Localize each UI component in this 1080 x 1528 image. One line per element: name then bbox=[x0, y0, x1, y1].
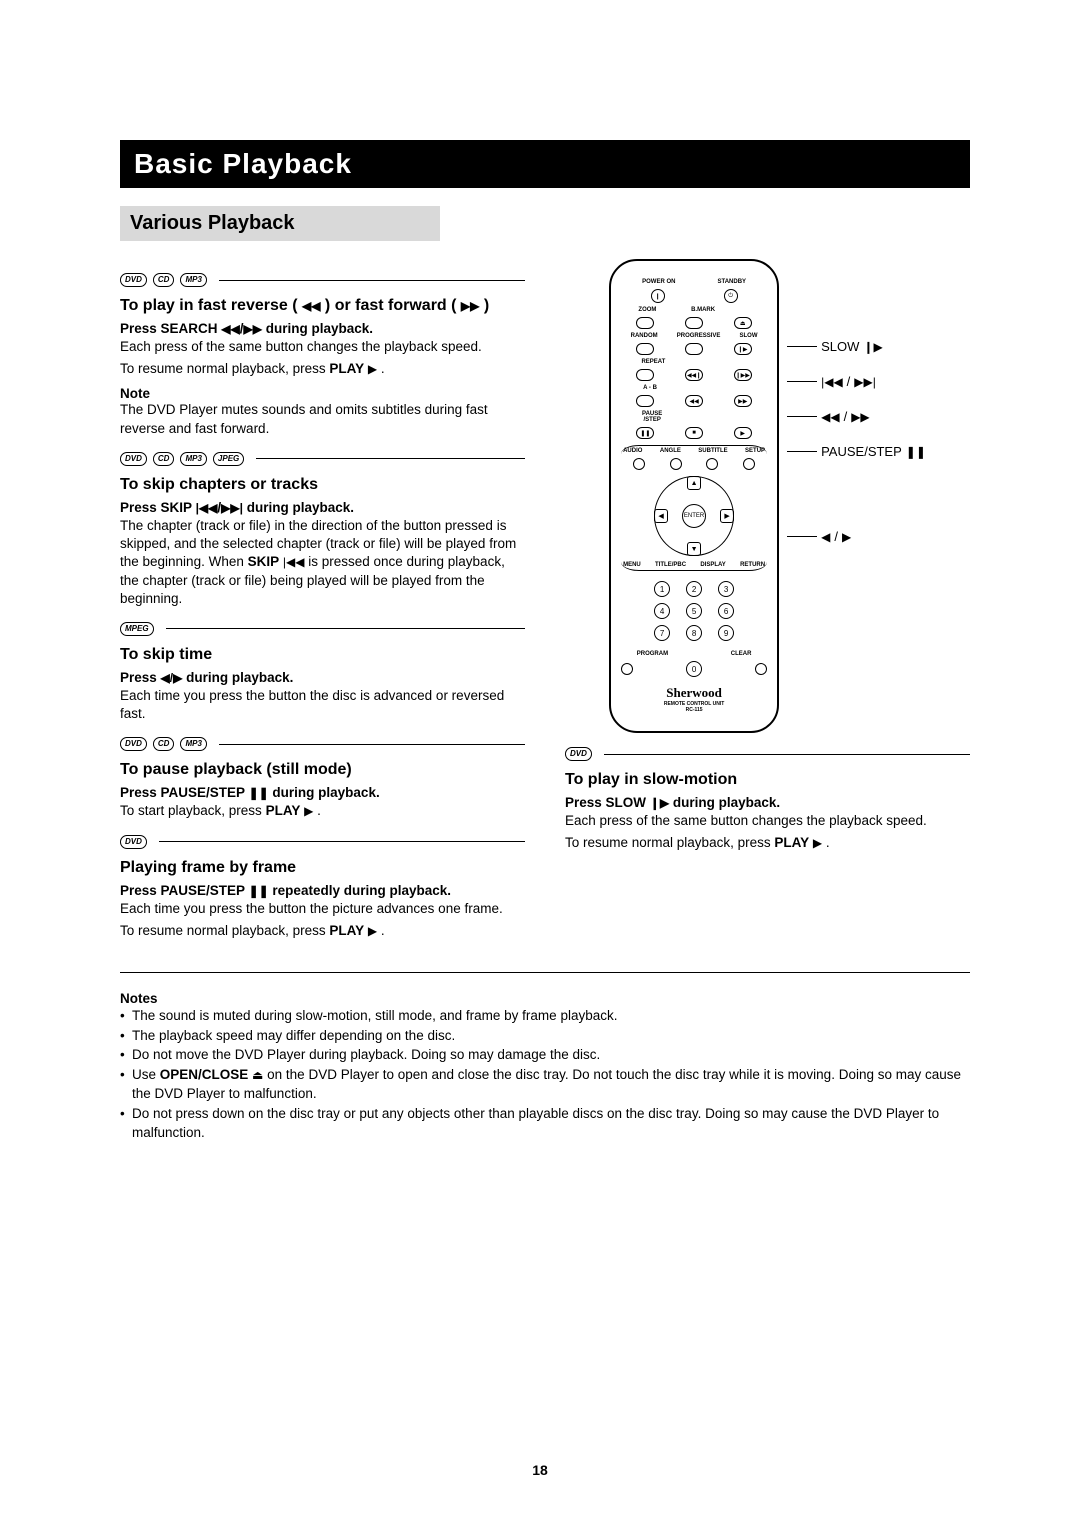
notes-heading: Notes bbox=[120, 991, 970, 1006]
right-column: POWER ONSTANDBY ❙⏻ ZOOMB.MARK ⏏ RANDOMPR… bbox=[565, 259, 970, 944]
page-number: 18 bbox=[532, 1462, 548, 1478]
format-badge: MP3 bbox=[180, 452, 206, 466]
note-item: The playback speed may differ depending … bbox=[120, 1026, 970, 1046]
format-badge: DVD bbox=[120, 273, 147, 287]
heading-slow-motion: To play in slow-motion bbox=[565, 771, 970, 789]
instruction: Press ◀/▶ during playback. bbox=[120, 670, 525, 685]
instruction: Press PAUSE/STEP ❚❚ repeatedly during pl… bbox=[120, 883, 525, 898]
body-text: The chapter (track or file) in the direc… bbox=[120, 517, 525, 608]
format-badges: DVD CD MP3 bbox=[120, 737, 525, 751]
remote-diagram: POWER ONSTANDBY ❙⏻ ZOOMB.MARK ⏏ RANDOMPR… bbox=[609, 259, 779, 733]
note-heading: Note bbox=[120, 386, 525, 401]
body-text: To start playback, press PLAY ▶ . bbox=[120, 802, 525, 820]
page-title: Basic Playback bbox=[120, 140, 970, 188]
format-badge: JPEG bbox=[213, 452, 244, 466]
format-badge: CD bbox=[153, 452, 175, 466]
format-badge: MPEG bbox=[120, 622, 154, 636]
format-badges: DVD CD MP3 JPEG bbox=[120, 452, 525, 466]
format-badge: CD bbox=[153, 273, 175, 287]
format-badge: DVD bbox=[120, 452, 147, 466]
instruction: Press SEARCH ◀◀/▶▶ during playback. bbox=[120, 321, 525, 336]
remote-numpad: 1 2 3 4 5 6 7 8 9 bbox=[649, 581, 739, 641]
instruction: Press SLOW ❙▶ during playback. bbox=[565, 795, 970, 810]
format-badge: MP3 bbox=[180, 737, 206, 751]
format-badges: DVD bbox=[565, 747, 970, 761]
instruction: Press SKIP |◀◀/▶▶| during playback. bbox=[120, 500, 525, 515]
format-badge: MP3 bbox=[180, 273, 206, 287]
note-item: The sound is muted during slow-motion, s… bbox=[120, 1006, 970, 1026]
format-badge: DVD bbox=[565, 747, 592, 761]
body-text: Each press of the same button changes th… bbox=[565, 812, 970, 830]
instruction: Press PAUSE/STEP ❚❚ during playback. bbox=[120, 785, 525, 800]
remote-model: REMOTE CONTROL UNIT RC-115 bbox=[621, 701, 767, 713]
format-badges: DVD CD MP3 bbox=[120, 273, 525, 287]
heading-frame: Playing frame by frame bbox=[120, 859, 525, 877]
heading-fast-reverse: To play in fast reverse ( ◀◀ ) or fast f… bbox=[120, 297, 525, 315]
format-badge: DVD bbox=[120, 835, 147, 849]
heading-pause: To pause playback (still mode) bbox=[120, 761, 525, 779]
format-badges: MPEG bbox=[120, 622, 525, 636]
body-text: Each time you press the button the disc … bbox=[120, 687, 525, 723]
format-badge: CD bbox=[153, 737, 175, 751]
body-text: Each press of the same button changes th… bbox=[120, 338, 525, 356]
note-body: The DVD Player mutes sounds and omits su… bbox=[120, 401, 525, 437]
left-column: DVD CD MP3 To play in fast reverse ( ◀◀ … bbox=[120, 259, 525, 944]
body-text: To resume normal playback, press PLAY ▶ … bbox=[120, 360, 525, 378]
body-text: Each time you press the button the pictu… bbox=[120, 900, 525, 918]
section-subtitle: Various Playback bbox=[120, 206, 440, 241]
heading-skip-chapters: To skip chapters or tracks bbox=[120, 476, 525, 494]
body-text: To resume normal playback, press PLAY ▶ … bbox=[565, 834, 970, 852]
body-text: To resume normal playback, press PLAY ▶ … bbox=[120, 922, 525, 940]
note-item: Use OPEN/CLOSE ⏏ on the DVD Player to op… bbox=[120, 1065, 970, 1104]
heading-skip-time: To skip time bbox=[120, 646, 525, 664]
notes-section: Notes The sound is muted during slow-mot… bbox=[120, 972, 970, 1143]
remote-callouts: SLOW ❙▶ |◀◀/▶▶| ◀◀/▶▶ PAUSE/STEP ❚❚ ◀/▶ bbox=[787, 339, 926, 544]
format-badges: DVD bbox=[120, 835, 525, 849]
note-item: Do not move the DVD Player during playba… bbox=[120, 1045, 970, 1065]
format-badge: DVD bbox=[120, 737, 147, 751]
remote-brand: Sherwood bbox=[621, 685, 767, 701]
note-item: Do not press down on the disc tray or pu… bbox=[120, 1104, 970, 1143]
